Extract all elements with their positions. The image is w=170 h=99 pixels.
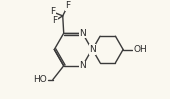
Text: N: N	[89, 45, 96, 54]
Text: OH: OH	[133, 45, 147, 54]
Text: HO: HO	[33, 75, 47, 84]
Text: N: N	[79, 29, 86, 38]
Text: F: F	[50, 7, 55, 16]
Text: F: F	[52, 16, 57, 25]
Text: F: F	[65, 1, 70, 10]
Text: N: N	[79, 61, 86, 70]
